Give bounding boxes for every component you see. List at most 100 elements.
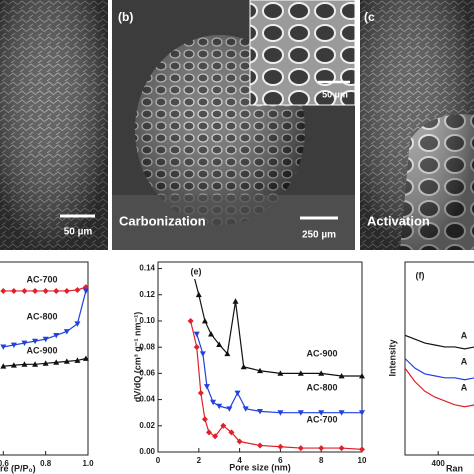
y-tick-label: 0.08 <box>139 342 155 351</box>
x-tick-label: 8 <box>319 456 324 465</box>
marker <box>277 370 284 376</box>
marker <box>197 390 204 397</box>
marker <box>297 370 304 376</box>
marker <box>42 287 49 294</box>
marker <box>297 445 304 452</box>
marker <box>318 445 325 452</box>
plot-frame <box>157 261 363 453</box>
marker <box>187 317 194 324</box>
marker <box>338 445 345 452</box>
marker <box>53 287 60 294</box>
panel-label: (c <box>364 10 375 24</box>
sem-image-a: 50 µm <box>0 0 108 250</box>
marker <box>21 340 28 347</box>
marker <box>82 355 89 361</box>
marker <box>297 410 304 416</box>
series-label: AC-900 <box>306 348 337 358</box>
y-axis-label: Intensity <box>387 339 397 376</box>
plot-frame <box>0 261 89 456</box>
marker <box>232 298 239 304</box>
marker <box>257 367 263 374</box>
series-line <box>404 334 474 350</box>
series-label: AC-700 <box>306 414 337 424</box>
series-label: AC-700 <box>26 274 57 284</box>
sem-image-b: 50 µm (b) Carbonization 250 µm <box>112 0 356 250</box>
marker <box>208 331 215 337</box>
x-tick-label: 4 <box>237 456 242 465</box>
series-label: AC-800 <box>26 311 57 321</box>
y-tick-label: 0.10 <box>139 316 155 325</box>
sem-image-c: (c Activation <box>360 0 474 251</box>
y-tick-label: 0.06 <box>139 368 155 377</box>
marker <box>318 370 325 376</box>
marker <box>42 360 49 366</box>
y-tick-label: 0.04 <box>139 395 155 404</box>
marker <box>257 408 263 415</box>
series-label: A <box>461 330 468 340</box>
marker <box>359 373 365 379</box>
marker <box>0 287 7 294</box>
series-label: AC-800 <box>306 382 337 392</box>
marker <box>10 287 17 294</box>
series-label: A <box>461 356 468 366</box>
marker <box>216 403 223 410</box>
panel-label: (f) <box>416 270 425 280</box>
marker <box>257 442 263 449</box>
marker <box>82 288 89 294</box>
x-axis-label: Ran <box>446 463 463 473</box>
marker <box>63 358 70 364</box>
marker <box>32 361 39 367</box>
marker <box>0 363 7 369</box>
marker <box>220 422 227 429</box>
y-tick-label: 0.02 <box>139 421 155 430</box>
marker <box>10 342 17 348</box>
marker <box>216 341 223 347</box>
caption: Carbonization <box>119 213 206 228</box>
marker <box>195 291 202 298</box>
marker <box>277 443 284 450</box>
marker <box>74 321 81 327</box>
x-axis-label: Pore size (nm) <box>229 462 291 472</box>
y-tick-label: 0.00 <box>139 447 155 456</box>
marker <box>359 446 365 453</box>
marker <box>338 410 345 416</box>
panel-label-box <box>186 265 206 279</box>
marker <box>53 332 60 339</box>
marker <box>277 410 284 416</box>
x-tick-label: 1.0 <box>82 459 94 468</box>
marker <box>74 286 81 293</box>
panel-label-box <box>410 269 430 283</box>
marker <box>212 433 219 440</box>
marker <box>224 350 231 357</box>
marker <box>203 384 210 390</box>
marker <box>236 438 243 445</box>
marker <box>228 429 235 436</box>
series-label: AC-900 <box>26 345 57 355</box>
x-tick-label: 0.8 <box>40 459 52 468</box>
y-axis-label: dV/dQ (cm³ g⁻¹ nm⁻¹) <box>132 312 142 403</box>
series-label: A <box>461 382 468 392</box>
panel-label: (e) <box>191 266 202 276</box>
x-axis-label: re (P/P₀) <box>0 463 36 473</box>
marker <box>206 429 212 436</box>
marker <box>242 406 249 412</box>
marker <box>32 338 39 345</box>
x-tick-label: 0 <box>156 456 161 465</box>
marker <box>210 399 217 406</box>
marker <box>0 344 7 350</box>
marker <box>338 373 345 379</box>
marker <box>193 331 200 338</box>
series-line <box>404 358 474 381</box>
marker <box>193 344 200 351</box>
marker <box>359 410 365 416</box>
marker <box>32 287 39 294</box>
scale-label: 250 µm <box>302 230 336 241</box>
panel-label: (b) <box>118 10 133 24</box>
marker <box>201 416 208 423</box>
marker <box>21 361 28 367</box>
marker <box>53 359 60 365</box>
marker <box>318 410 325 416</box>
x-tick-label: 10 <box>358 456 367 465</box>
x-tick-label: 400 <box>432 459 446 468</box>
